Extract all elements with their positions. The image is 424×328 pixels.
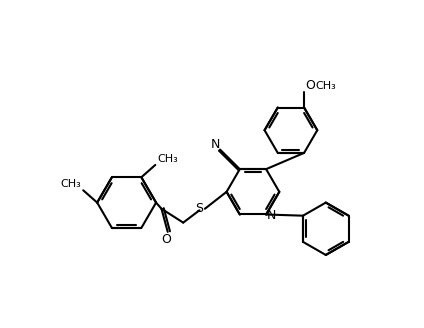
Text: CH₃: CH₃ xyxy=(158,154,179,164)
Text: O: O xyxy=(306,79,315,92)
Text: O: O xyxy=(161,233,171,246)
Text: N: N xyxy=(211,138,220,151)
Text: CH₃: CH₃ xyxy=(315,81,336,91)
Text: N: N xyxy=(267,209,276,222)
Text: S: S xyxy=(195,202,203,215)
Text: CH₃: CH₃ xyxy=(60,179,81,189)
